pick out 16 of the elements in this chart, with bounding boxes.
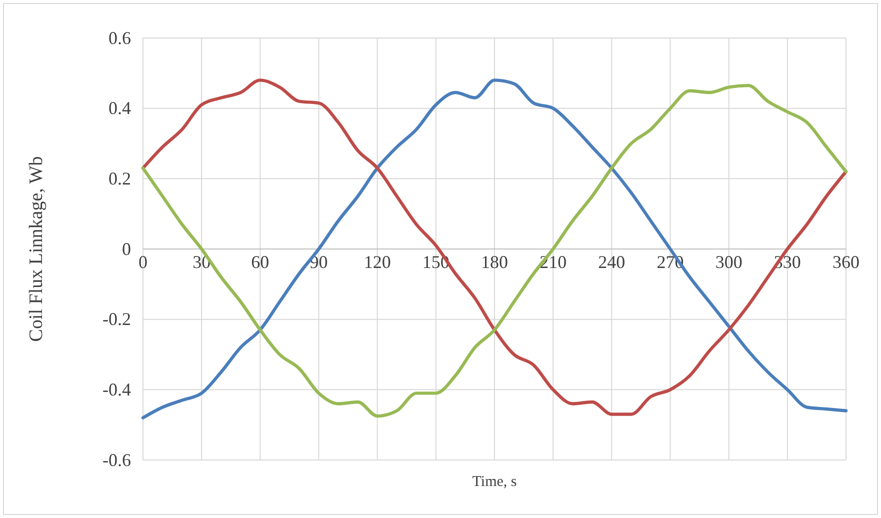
x-tick-label: 60 bbox=[251, 252, 270, 272]
y-tick-label: 0.6 bbox=[108, 28, 131, 48]
x-tick-label: 120 bbox=[364, 252, 391, 272]
y-tick-label: 0.2 bbox=[108, 168, 131, 188]
y-tick-label: -0.6 bbox=[102, 450, 131, 470]
x-tick-label: 180 bbox=[481, 252, 508, 272]
y-tick-label: -0.2 bbox=[102, 309, 131, 330]
x-tick-label: 360 bbox=[832, 252, 860, 272]
y-tick-label: 0.4 bbox=[108, 98, 131, 118]
y-tick-label: 0 bbox=[122, 238, 131, 259]
x-tick-label: 0 bbox=[138, 252, 148, 272]
y-axis-title: Coil Flux Linnkage, Wb bbox=[26, 156, 47, 342]
x-axis-title: Time, s bbox=[472, 474, 517, 490]
y-tick-label: -0.4 bbox=[102, 379, 131, 400]
x-tick-label: 300 bbox=[715, 252, 742, 272]
x-tick-label: 240 bbox=[598, 252, 626, 272]
